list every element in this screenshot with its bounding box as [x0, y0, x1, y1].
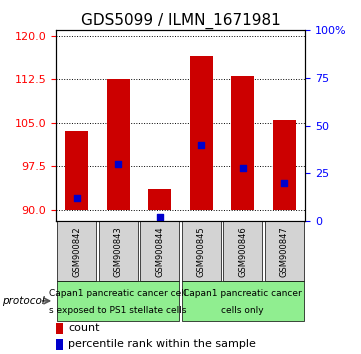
FancyBboxPatch shape: [57, 221, 96, 281]
FancyBboxPatch shape: [265, 221, 304, 281]
FancyBboxPatch shape: [57, 281, 179, 321]
Bar: [231, 76, 254, 210]
Text: GSM900846: GSM900846: [238, 226, 247, 276]
FancyBboxPatch shape: [182, 221, 221, 281]
FancyBboxPatch shape: [182, 281, 304, 321]
Text: GSM900845: GSM900845: [197, 226, 206, 276]
Text: cells only: cells only: [221, 306, 264, 315]
Point: [282, 180, 287, 186]
Text: Capan1 pancreatic cancer: Capan1 pancreatic cancer: [183, 289, 302, 298]
Point: [74, 195, 80, 201]
Point: [116, 161, 121, 167]
Point: [240, 165, 245, 171]
Bar: [65, 131, 88, 210]
Text: GSM900847: GSM900847: [280, 226, 289, 276]
Text: GSM900842: GSM900842: [72, 226, 81, 276]
Bar: [273, 120, 296, 210]
FancyBboxPatch shape: [223, 221, 262, 281]
Text: count: count: [68, 324, 99, 333]
FancyBboxPatch shape: [140, 221, 179, 281]
Point: [157, 215, 162, 220]
Bar: [190, 56, 213, 210]
Text: GSM900844: GSM900844: [155, 226, 164, 276]
Text: percentile rank within the sample: percentile rank within the sample: [68, 339, 256, 349]
Text: s exposed to PS1 stellate cells: s exposed to PS1 stellate cells: [49, 306, 187, 315]
FancyBboxPatch shape: [99, 221, 138, 281]
Title: GDS5099 / ILMN_1671981: GDS5099 / ILMN_1671981: [81, 12, 280, 29]
Text: GSM900843: GSM900843: [114, 226, 123, 276]
Point: [199, 142, 204, 148]
Bar: [56, 339, 63, 350]
Bar: [148, 189, 171, 210]
Bar: [107, 79, 130, 210]
Text: protocol: protocol: [2, 296, 44, 306]
Text: Capan1 pancreatic cancer cell: Capan1 pancreatic cancer cell: [49, 289, 187, 298]
Bar: [56, 323, 63, 334]
